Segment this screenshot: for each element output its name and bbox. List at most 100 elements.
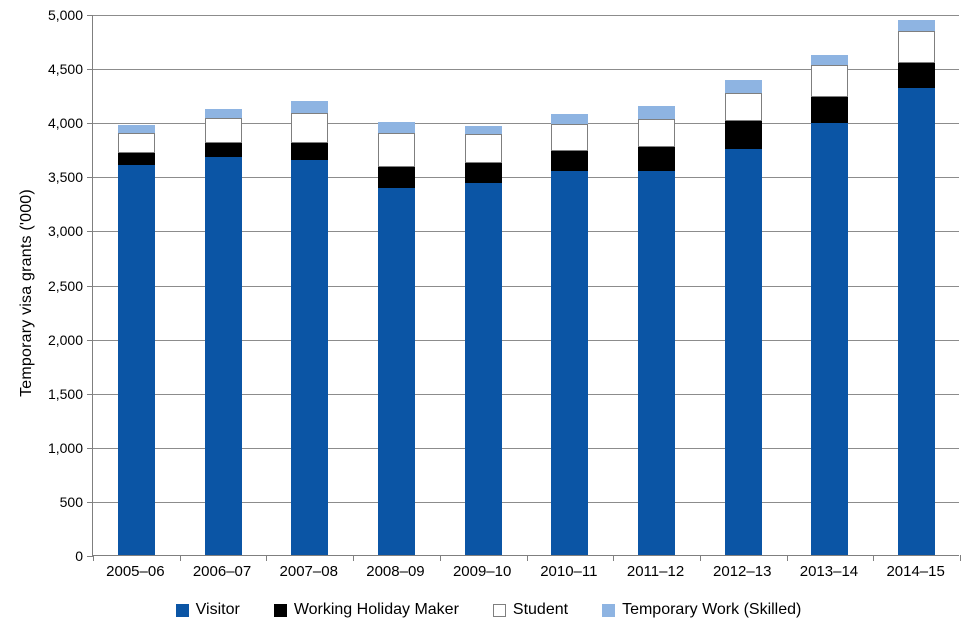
bar-segment-working-holiday-maker [117, 153, 155, 166]
gridline [93, 339, 959, 341]
y-tick-mark [87, 556, 93, 557]
x-tick-mark [786, 555, 788, 561]
y-axis-tick-label: 1,000 [47, 439, 83, 456]
bar-2009-10 [464, 126, 502, 555]
chart-legend: Visitor Working Holiday Maker Student Tempo… [0, 601, 977, 619]
bar-segment-temporary-work-skilled [638, 105, 676, 120]
y-tick-mark [87, 231, 93, 233]
legend-swatch-working-holiday-maker-icon [273, 603, 287, 617]
y-axis-tick-label: 4,000 [47, 115, 83, 132]
x-tick-mark [613, 555, 615, 561]
legend-swatch-temporary-work-skilled-icon [602, 603, 616, 617]
gridline [93, 15, 959, 16]
bar-segment-temporary-work-skilled [117, 124, 155, 133]
y-axis-tick-label: 5,000 [47, 7, 83, 23]
y-axis-tick-label: 3,500 [47, 169, 83, 186]
legend-swatch-student-icon [492, 603, 506, 617]
y-axis-tick-label: 1,500 [47, 385, 83, 402]
y-axis-tick-label: 3,000 [47, 223, 83, 240]
bar-segment-visitor [377, 188, 415, 555]
x-axis-category-label: 2010–11 [540, 563, 598, 580]
bar-segment-temporary-work-skilled [464, 126, 502, 134]
legend-label: Visitor [195, 601, 240, 618]
x-tick-mark [179, 555, 181, 561]
bar-2006-07 [204, 108, 242, 555]
gridline [93, 231, 959, 233]
y-axis-tick-label: 500 [59, 493, 83, 510]
y-tick-mark [87, 177, 93, 179]
x-tick-mark [266, 555, 268, 561]
plot-area [87, 15, 961, 561]
gridline [93, 285, 959, 287]
y-tick-mark [87, 285, 93, 287]
x-axis-category-label: 2013–14 [799, 563, 859, 580]
y-tick-mark [87, 123, 93, 125]
bar-segment-student [898, 30, 936, 64]
x-tick-mark [873, 555, 875, 561]
x-axis-category-label: 2008–09 [366, 563, 425, 580]
bar-2013-14 [811, 54, 849, 555]
gridline [93, 177, 959, 179]
y-axis-tick-label: 2,500 [47, 277, 83, 294]
legend-item-working-holiday-maker: Working Holiday Maker [273, 601, 459, 619]
y-axis-tick-label: 4,500 [47, 61, 83, 78]
x-axis-category-label: 2006–07 [192, 563, 252, 580]
x-axis-category-label: 2011–12 [626, 563, 685, 580]
bar-segment-temporary-work-skilled [551, 113, 589, 124]
bar-segment-student [464, 133, 502, 163]
bar-segment-student [377, 132, 415, 168]
bar-segment-visitor [811, 122, 849, 555]
bar-segment-working-holiday-maker [811, 96, 849, 123]
bar-segment-working-holiday-maker [291, 143, 329, 161]
x-axis-category-label: 2012–13 [713, 563, 772, 580]
bar-segment-visitor [724, 149, 762, 555]
x-tick-mark [699, 555, 701, 561]
bar-segment-visitor [291, 160, 329, 555]
bar-segment-visitor [204, 157, 242, 555]
bar-segment-working-holiday-maker [638, 146, 676, 171]
bar-2007-08 [291, 101, 329, 555]
bar-2008-09 [377, 121, 415, 555]
x-tick-mark [960, 555, 961, 561]
bar-segment-temporary-work-skilled [377, 121, 415, 133]
legend-label: Working Holiday Maker [293, 601, 459, 618]
y-tick-mark [87, 15, 93, 16]
bar-segment-temporary-work-skilled [898, 20, 936, 31]
bar-segment-student [204, 117, 242, 143]
bar-segment-student [117, 132, 155, 154]
bar-segment-student [551, 123, 589, 151]
bar-2011-12 [638, 105, 676, 555]
gridline [93, 501, 959, 503]
x-axis-category-label: 2007–08 [279, 563, 338, 580]
bar-segment-student [638, 119, 676, 147]
bar-segment-visitor [117, 165, 155, 555]
legend-label: Temporary Work (Skilled) [622, 601, 802, 618]
legend-item-temporary-work-skilled: Temporary Work (Skilled) [602, 601, 801, 619]
y-tick-mark [87, 501, 93, 503]
y-axis-tick-label: 2,000 [47, 331, 83, 348]
legend-label: Student [512, 601, 569, 618]
bar-segment-visitor [898, 87, 936, 555]
bar-segment-temporary-work-skilled [204, 108, 242, 118]
y-tick-mark [87, 447, 93, 449]
gridline [93, 393, 959, 395]
bar-2012-13 [724, 79, 762, 555]
bar-2014-15 [898, 20, 936, 555]
bar-segment-working-holiday-maker [204, 142, 242, 158]
gridline [93, 69, 959, 71]
bar-segment-student [724, 93, 762, 122]
bar-segment-working-holiday-maker [724, 121, 762, 150]
y-tick-mark [87, 339, 93, 341]
bar-segment-visitor [638, 170, 676, 555]
bar-segment-temporary-work-skilled [811, 54, 849, 66]
bar-segment-student [291, 113, 329, 144]
gridline [93, 123, 959, 125]
bar-segment-working-holiday-maker [898, 63, 936, 88]
bar-segment-working-holiday-maker [377, 167, 415, 189]
bar-segment-visitor [551, 171, 589, 555]
bar-segment-temporary-work-skilled [724, 79, 762, 94]
bar-2010-11 [551, 113, 589, 555]
legend-swatch-visitor-icon [175, 603, 189, 617]
legend-item-student: Student [492, 601, 569, 619]
